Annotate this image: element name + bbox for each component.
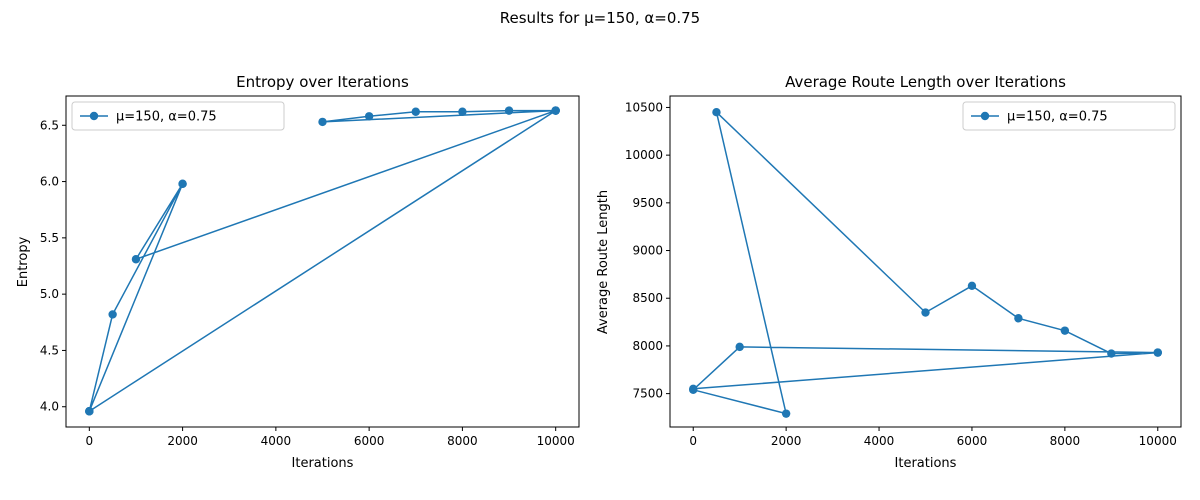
route-length-y-tick-label: 8000 [632,339,663,353]
entropy-chart: Entropy over Iterations 0 2000 4000 6000 800… [16,73,580,471]
route-length-legend-label: μ=150, α=0.75 [1007,110,1108,125]
route-length-data-point [781,409,791,418]
entropy-x-tick-label: 4000 [261,434,292,448]
entropy-legend-label: μ=150, α=0.75 [116,110,217,125]
entropy-y-axis-label: Entropy [16,236,31,287]
entropy-legend: μ=150, α=0.75 [71,101,285,131]
route-length-x-tick-label: 6000 [957,434,988,448]
route-length-data-point [1014,314,1023,323]
entropy-y-tick-label: 5.0 [40,287,59,301]
route-length-chart-title: Average Route Length over Iterations [785,73,1066,91]
entropy-x-tick-label: 0 [85,434,93,448]
route-length-x-tick-label: 10000 [1139,434,1177,448]
entropy-legend-marker [89,111,99,121]
entropy-y-tick-label: 5.5 [40,231,59,245]
route-length-data-point [712,108,721,117]
route-length-data-point [735,342,744,352]
route-length-data-point [1153,348,1162,357]
entropy-y-tick-label: 4.0 [40,400,59,414]
entropy-axes-frame [65,95,580,428]
entropy-data-point [411,107,420,116]
route-length-data-point [967,281,977,291]
entropy-chart-title: Entropy over Iterations [236,73,409,91]
route-length-series-line [691,109,1158,415]
route-length-plot-area: 0 2000 4000 6000 8000 10000 7500 8000 8500 9000 95… [625,95,1182,448]
entropy-plot-area: 0 2000 4000 6000 8000 10000 4.0 4.5 5.0 5.5 6.0 6.5… [40,95,580,448]
entropy-x-axis-label: Iterations [292,456,354,471]
route-length-data-point [689,385,698,394]
route-length-x-tick-label: 4000 [864,434,895,448]
entropy-data-point [108,310,117,319]
route-length-legend-box [962,101,1176,131]
route-length-y-tick-label: 7500 [632,387,663,401]
route-length-y-tick-label: 9000 [632,244,663,258]
entropy-data-point [131,255,141,264]
route-length-x-tick-label: 8000 [1050,434,1081,448]
entropy-data-point [85,407,94,416]
entropy-y-tick-label: 6.5 [40,118,59,132]
route-length-y-tick-label: 9500 [632,196,663,210]
entropy-x-tick-label: 8000 [447,434,478,448]
entropy-y-tick-label: 4.5 [40,343,59,357]
route-length-x-tick-label: 2000 [771,434,802,448]
entropy-data-point [364,112,374,121]
entropy-x-tick-label: 2000 [167,434,198,448]
route-length-data-point [1107,349,1116,358]
figure-suptitle: Results for μ=150, α=0.75 [500,9,700,27]
route-length-y-tick-label: 10500 [625,100,663,114]
route-length-y-tick-label: 8500 [632,291,663,305]
entropy-x-tick-label: 10000 [537,434,575,448]
route-length-chart: Average Route Length over Iterations 0 20… [596,73,1182,471]
route-length-data-point [921,308,930,317]
route-length-legend: μ=150, α=0.75 [962,101,1176,131]
entropy-data-point [504,106,514,115]
entropy-data-point [458,107,467,116]
entropy-data-point [551,106,560,115]
route-length-y-axis-label: Average Route Length [596,190,611,334]
entropy-x-tick-label: 6000 [354,434,385,448]
entropy-data-point [178,179,187,189]
route-length-axes-frame [669,95,1182,428]
route-length-x-axis-label: Iterations [895,456,957,471]
route-length-data-point [1060,326,1070,335]
entropy-data-point [318,117,327,127]
route-length-legend-marker [980,111,990,121]
entropy-y-tick-label: 6.0 [40,175,59,189]
route-length-y-tick-label: 10000 [625,148,663,162]
route-length-x-tick-label: 0 [689,434,697,448]
entropy-legend-box [71,101,285,131]
entropy-series-line [88,109,559,412]
